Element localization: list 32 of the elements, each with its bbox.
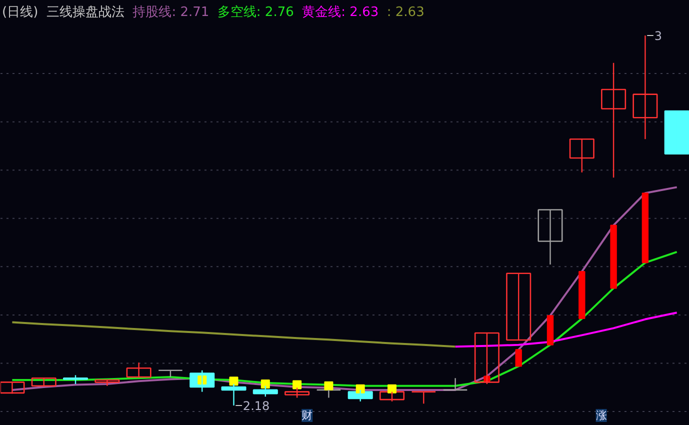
point <box>260 380 270 389</box>
bar <box>642 192 649 264</box>
bar <box>610 224 617 289</box>
text: 财 <box>302 409 313 422</box>
point <box>356 384 365 394</box>
candlestick <box>411 391 436 404</box>
chart-title: (日线) <box>2 5 38 20</box>
chart-subtitle: 三线操盘战法 <box>46 5 124 20</box>
text: 2.18 <box>242 399 270 413</box>
candlestick <box>126 362 152 378</box>
candlestick <box>94 379 120 386</box>
candlestick <box>0 382 25 394</box>
candlestick <box>664 110 689 155</box>
candlestick <box>601 62 626 178</box>
candlestick <box>538 209 563 266</box>
candlestick <box>569 138 594 173</box>
text: 3 <box>654 29 662 43</box>
point <box>292 380 302 390</box>
text: : 2.63 <box>386 5 424 20</box>
candlestick <box>442 378 468 391</box>
bar <box>578 271 586 320</box>
text: 黄金线: 2.63 <box>302 5 379 20</box>
candlestick <box>474 332 500 385</box>
text: 持股线: 2.71 <box>132 5 210 20</box>
point <box>388 384 396 394</box>
candlestick <box>506 272 532 341</box>
bar <box>546 315 554 346</box>
text: 涨 <box>596 409 607 422</box>
point <box>324 381 334 390</box>
bar <box>515 349 522 367</box>
text: 多空线: 2.76 <box>217 5 294 20</box>
point <box>229 376 238 386</box>
